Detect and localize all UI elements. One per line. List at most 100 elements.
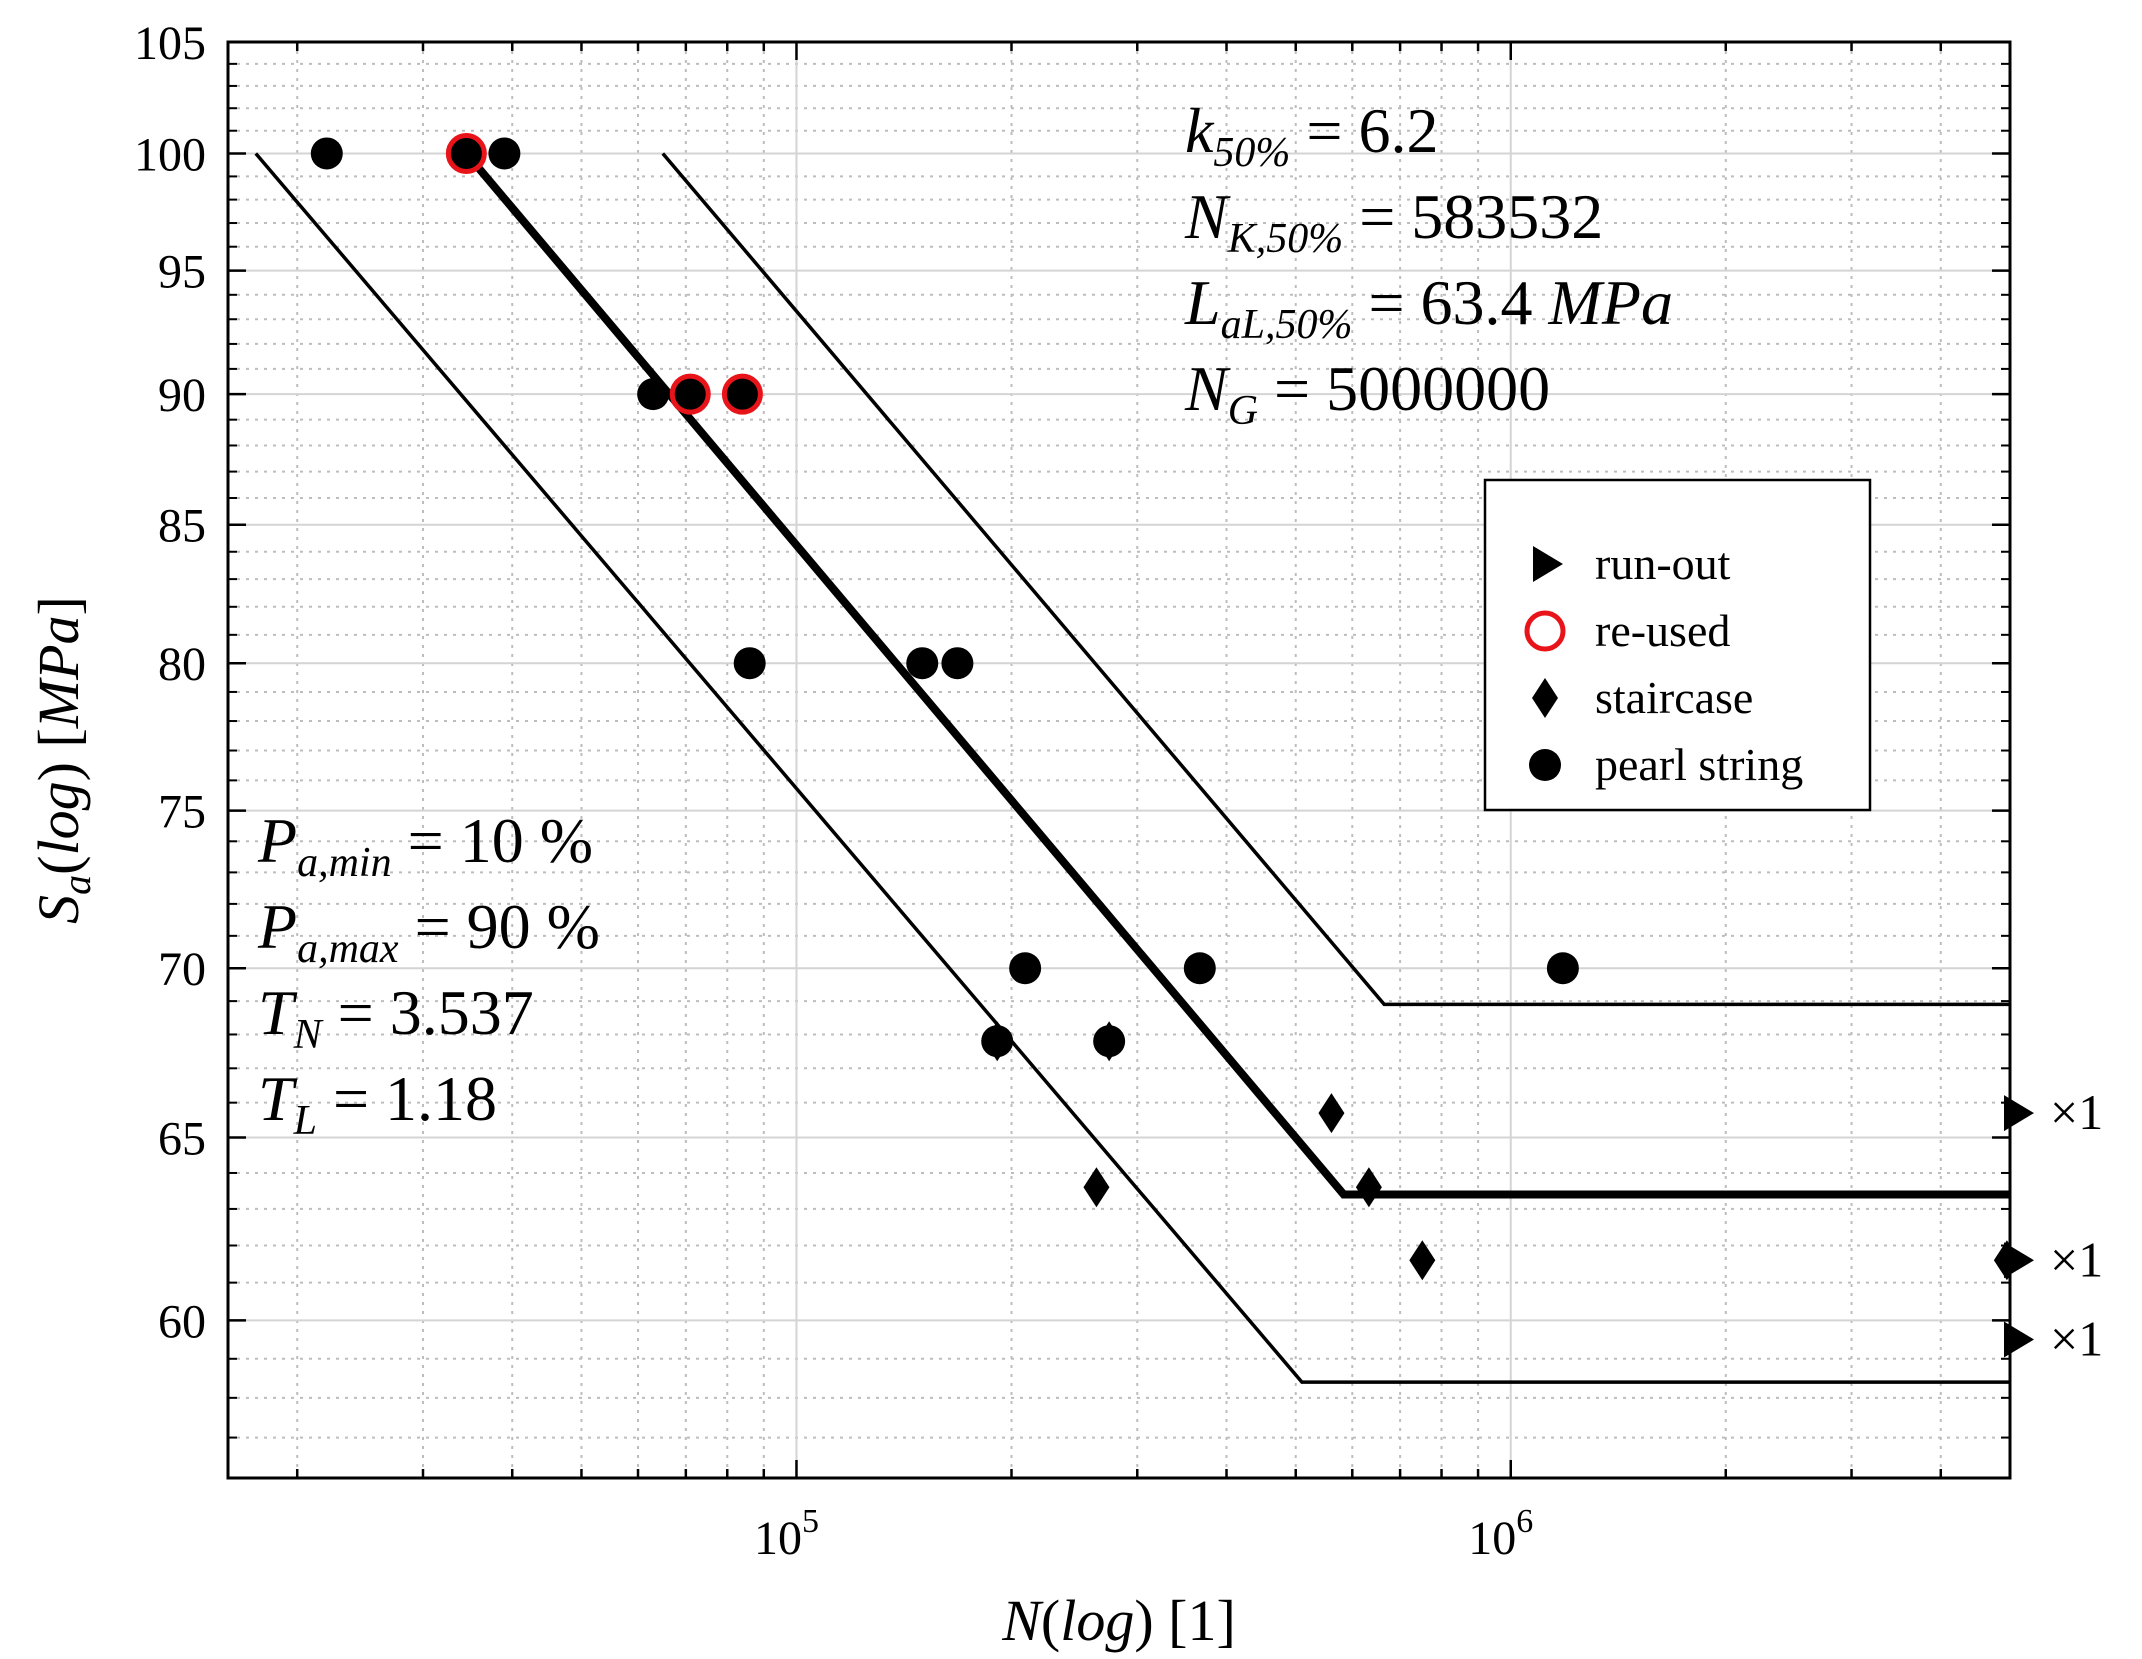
- curve-pa-10-: [254, 152, 2010, 1384]
- point-pearl-string: [674, 378, 707, 411]
- point-pearl-string: [981, 1025, 1014, 1058]
- legend-label: staircase: [1595, 672, 1753, 723]
- point-re-used: [669, 373, 711, 415]
- annot-sub: 50%: [1213, 130, 1290, 176]
- annot-var: N: [1184, 353, 1231, 424]
- annot-sub: N: [293, 1012, 324, 1058]
- legend-label: pearl string: [1595, 739, 1803, 790]
- y-tick-labels: 60 65 70 75 80 85 90 95 100 105: [134, 17, 206, 1348]
- y-tick-label: 100: [134, 128, 206, 181]
- y-axis-title: Sa(log) [MPa]: [26, 596, 99, 924]
- legend-marker: [1533, 546, 1563, 582]
- x-tick-label: 106: [1468, 1503, 1533, 1565]
- x-title-unit: 1: [1187, 1588, 1216, 1653]
- point-staircase: [1083, 1167, 1110, 1208]
- y-tick-label: 80: [158, 638, 206, 691]
- annot-value: 3.537: [390, 977, 534, 1048]
- x-title-fn: log: [1060, 1588, 1134, 1653]
- point-pearl-string: [906, 647, 939, 680]
- annot-sub: a,min: [297, 840, 392, 886]
- axis-titles: N(log) [1]Sa(log) [MPa]: [26, 596, 1236, 1653]
- annot-sub: K,50%: [1227, 216, 1344, 262]
- annot-eq: =: [392, 805, 460, 876]
- legend: run-out re-used staircase pearl string: [1483, 478, 1872, 812]
- annot-eq: =: [1290, 95, 1358, 166]
- x-tick-label: 105: [754, 1503, 819, 1565]
- annot-var: P: [257, 805, 297, 876]
- annot-eq: =: [322, 977, 390, 1048]
- y-tick-label: 60: [158, 1295, 206, 1348]
- annot-eq: =: [1343, 181, 1411, 252]
- annot-bottom-line: TN = 3.537: [258, 977, 534, 1058]
- point-staircase: [1318, 1093, 1345, 1134]
- annot-value: 90: [467, 891, 531, 962]
- annot-eq: =: [1352, 267, 1420, 338]
- annot-eq: =: [1258, 353, 1326, 424]
- annot-value: 6.2: [1359, 95, 1439, 166]
- y-title-fn: log: [26, 781, 91, 855]
- annot-eq: =: [317, 1063, 385, 1134]
- x-tick-exponent: 5: [802, 1503, 819, 1540]
- annot-var: N: [1184, 181, 1231, 252]
- annot-value: 5000000: [1326, 353, 1550, 424]
- annot-value: 63.4: [1421, 267, 1533, 338]
- y-title-unit: MPa: [26, 615, 91, 729]
- legend-marker: [1524, 610, 1566, 652]
- y-tick-label: 105: [134, 17, 206, 70]
- point-pearl-string: [637, 378, 670, 411]
- x-tick-base: 10: [1468, 1512, 1516, 1565]
- y-tick-label: 95: [158, 246, 206, 299]
- x-title-paren: (: [1041, 1588, 1060, 1653]
- y-tick-label: 65: [158, 1113, 206, 1166]
- point-pearl-string: [941, 647, 974, 680]
- annot-sub: G: [1228, 388, 1258, 434]
- curve-pa-50-: [463, 150, 2010, 1199]
- annot-sub: aL,50%: [1221, 302, 1353, 348]
- annot-top-line: NK,50% = 583532: [1184, 181, 1603, 262]
- annot-value: 583532: [1411, 181, 1603, 252]
- axis-ticks: [228, 40, 2012, 1479]
- annot-bottom-line: TL = 1.18: [258, 1063, 497, 1144]
- x-title-var: N: [1001, 1588, 1044, 1653]
- runout-labels: ×1 ×1 ×1: [2050, 1084, 2103, 1366]
- point-pearl-string: [450, 137, 483, 170]
- point-pearl-string: [488, 137, 521, 170]
- point-re-used: [445, 132, 487, 174]
- point-pearl-string: [1093, 1025, 1126, 1058]
- y-tick-label: 75: [158, 786, 206, 839]
- annot-unit: %: [524, 805, 593, 876]
- point-pearl-string: [1183, 952, 1216, 985]
- annot-var: T: [258, 1063, 298, 1134]
- point-pearl-string: [310, 137, 343, 170]
- point-pearl-string: [1009, 952, 1042, 985]
- x-title-paren: ) [: [1134, 1588, 1187, 1653]
- legend-label: re-used: [1595, 605, 1730, 656]
- point-staircase: [1355, 1167, 1382, 1208]
- legend-marker: [1529, 749, 1561, 781]
- point-pearl-string: [1546, 952, 1579, 985]
- y-title-paren: (: [26, 856, 91, 875]
- y-tick-label: 70: [158, 943, 206, 996]
- point-re-used: [721, 373, 763, 415]
- runout-count-label: ×1: [2050, 1084, 2103, 1140]
- annot-value: 1.18: [385, 1063, 497, 1134]
- annot-sub: a,max: [297, 926, 399, 972]
- y-title-paren: ) [: [26, 728, 91, 781]
- annot-value: 10: [460, 805, 524, 876]
- annot-top-line: k50% = 6.2: [1185, 95, 1439, 176]
- point-pearl-string: [733, 647, 766, 680]
- x-axis-title: N(log) [1]: [1001, 1588, 1236, 1653]
- y-title-sub: a: [54, 875, 99, 895]
- y-title-bracket: ]: [26, 596, 91, 615]
- runout-count-label: ×1: [2050, 1231, 2103, 1287]
- legend-label: run-out: [1595, 538, 1731, 589]
- annot-unit: MPa: [1533, 267, 1673, 338]
- annot-unit: %: [531, 891, 600, 962]
- point-staircase: [1409, 1240, 1436, 1281]
- x-tick-labels: 105 106: [754, 1503, 1533, 1565]
- x-title-bracket: ]: [1216, 1588, 1235, 1653]
